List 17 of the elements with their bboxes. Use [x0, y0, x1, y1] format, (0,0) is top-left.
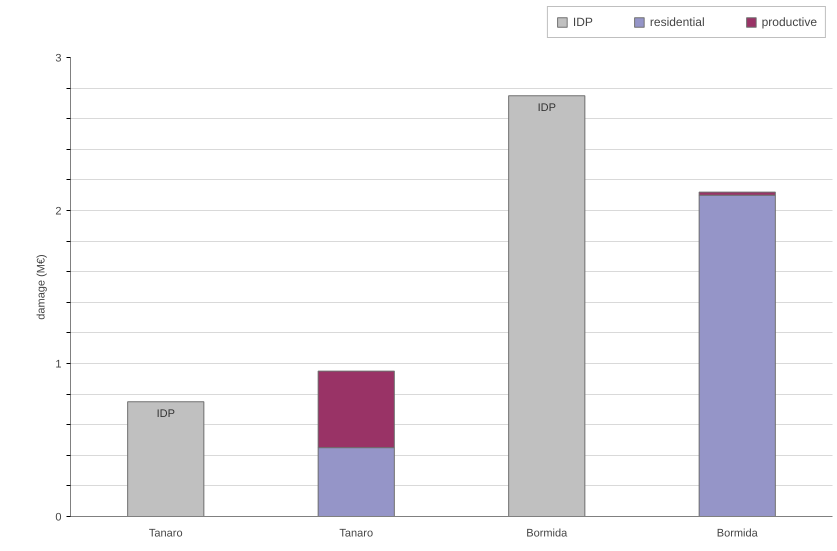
x-tick-label: Tanaro: [148, 528, 183, 540]
legend-label: productive: [762, 15, 817, 29]
data-label: IDP: [538, 102, 556, 114]
y-tick-label: 2: [55, 206, 62, 218]
data-label: IDP: [156, 408, 175, 420]
x-tick-label: Bormida: [716, 528, 759, 540]
legend-label: residential: [650, 15, 705, 29]
legend-label: IDP: [572, 15, 593, 29]
y-axis-title: damage (M€): [35, 254, 48, 320]
y-tick-label: 1: [55, 358, 62, 370]
bar: [127, 401, 204, 516]
x-tick-label: Bormida: [526, 528, 568, 540]
bar: [508, 95, 586, 516]
x-tick-label: Tanaro: [339, 528, 374, 540]
bar: [698, 194, 776, 516]
y-tick-label: 3: [55, 52, 62, 64]
y-tick-label: 0: [55, 512, 62, 524]
